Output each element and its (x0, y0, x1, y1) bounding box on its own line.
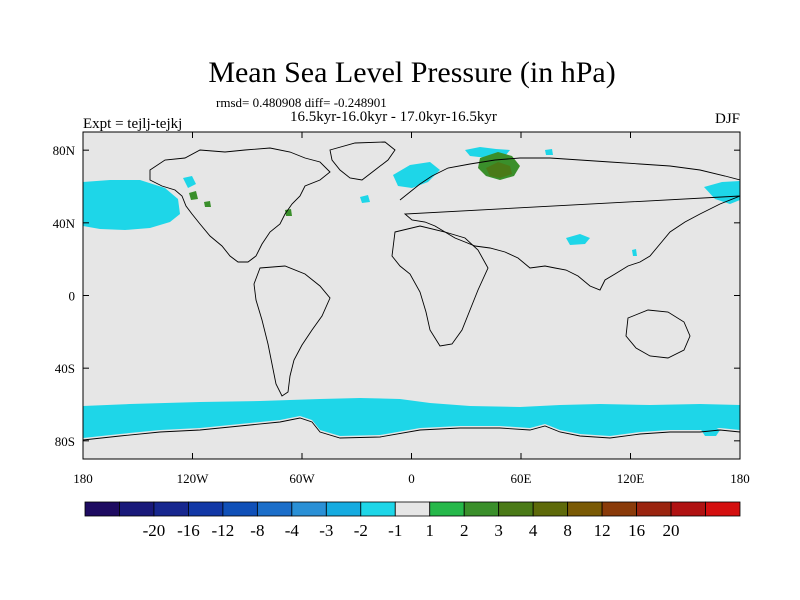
colorbar-swatch (394, 501, 431, 517)
colorbar-swatch (188, 501, 224, 517)
anomaly-hudson-small (204, 201, 211, 207)
colorbar-swatch (670, 501, 706, 517)
anomaly-greenland-sea (393, 162, 440, 188)
colorbar-swatch (498, 501, 534, 517)
coast-north-america (149, 147, 331, 263)
colorbar-label: 4 (529, 521, 538, 540)
anomaly-north-pacific-east (704, 181, 740, 204)
anomaly-canada-small (189, 191, 198, 200)
colorbar-label: 3 (494, 521, 503, 540)
anomaly-east-asia-small (632, 249, 637, 256)
anomaly-barents-dark (486, 162, 512, 178)
colorbar-label: -3 (319, 521, 333, 540)
x-tick-label: 0 (408, 471, 415, 486)
x-tick-label: 180 (73, 471, 93, 486)
colorbar-label: 8 (563, 521, 572, 540)
colorbar-label: 12 (594, 521, 611, 540)
x-tick-label: 60W (289, 471, 315, 486)
colorbar-label: -8 (250, 521, 264, 540)
colorbar-swatch (705, 501, 741, 517)
stats-label: rmsd= 0.480908 diff= -0.248901 (216, 95, 387, 110)
season-label: DJF (715, 111, 740, 127)
anomaly-east-asia (566, 234, 590, 245)
colorbar-label: -20 (143, 521, 166, 540)
y-tick-label: 40N (53, 216, 76, 231)
anomaly-layer (83, 147, 740, 459)
anomaly-alaska (183, 176, 196, 188)
y-axis: 80N 40N 0 40S 80S (53, 143, 740, 449)
x-tick-label: 60E (511, 471, 532, 486)
chart-title: Mean Sea Level Pressure (in hPa) (208, 56, 615, 89)
colorbar-swatch (119, 501, 155, 517)
colorbar-swatch (636, 501, 672, 517)
colorbar-swatch (84, 501, 120, 517)
x-tick-label: 180 (730, 471, 750, 486)
coast-south-america (253, 265, 331, 397)
x-tick-label: 120W (177, 471, 210, 486)
antarctica-interior (83, 416, 740, 459)
anomaly-arctic-small (545, 149, 553, 155)
coast-africa (391, 225, 489, 347)
coast-eurasia (399, 157, 740, 291)
colorbar: -20 -16 -12 -8 -4 -3 -2 -1 1 2 3 4 8 12 16 20 (84, 501, 741, 540)
colorbar-label: -16 (177, 521, 200, 540)
colorbar-label: -1 (388, 521, 402, 540)
colorbar-label: -12 (212, 521, 235, 540)
anomaly-north-pacific (83, 180, 180, 230)
colorbar-label: 1 (425, 521, 434, 540)
coast-greenland (329, 141, 396, 181)
colorbar-label: -2 (354, 521, 368, 540)
periods-label: 16.5kyr-16.0kyr - 17.0kyr-16.5kyr (290, 109, 497, 125)
x-axis: 180 120W 60W 0 60E 120E 180 (73, 132, 750, 486)
y-tick-label: 0 (69, 289, 76, 304)
colorbar-swatch (429, 501, 465, 517)
colorbar-swatch (360, 501, 396, 517)
colorbar-label: 2 (460, 521, 469, 540)
y-tick-label: 80N (53, 143, 76, 158)
y-tick-label: 40S (55, 361, 75, 376)
colorbar-swatch (601, 501, 637, 517)
colorbar-label: -4 (285, 521, 300, 540)
weddell-tongue (330, 424, 360, 434)
colorbar-swatch (222, 501, 258, 517)
colorbar-swatch (325, 501, 362, 517)
experiment-label: Expt = tejlj-tejkj (83, 116, 182, 132)
y-tick-label: 80S (55, 434, 75, 449)
colorbar-swatch (256, 501, 293, 517)
colorbar-swatch (291, 501, 327, 517)
colorbar-swatch (532, 501, 569, 517)
colorbar-label: 16 (628, 521, 645, 540)
colorbar-label: 20 (663, 521, 680, 540)
coastlines (83, 141, 740, 441)
map-panel (82, 131, 741, 460)
colorbar-swatch (153, 501, 189, 517)
coast-australia (625, 309, 691, 359)
x-tick-label: 120E (617, 471, 645, 486)
colorbar-swatch (463, 501, 500, 517)
colorbar-swatch (567, 501, 603, 517)
anomaly-atlantic-small (360, 195, 370, 203)
coast-antarctica (83, 417, 740, 441)
